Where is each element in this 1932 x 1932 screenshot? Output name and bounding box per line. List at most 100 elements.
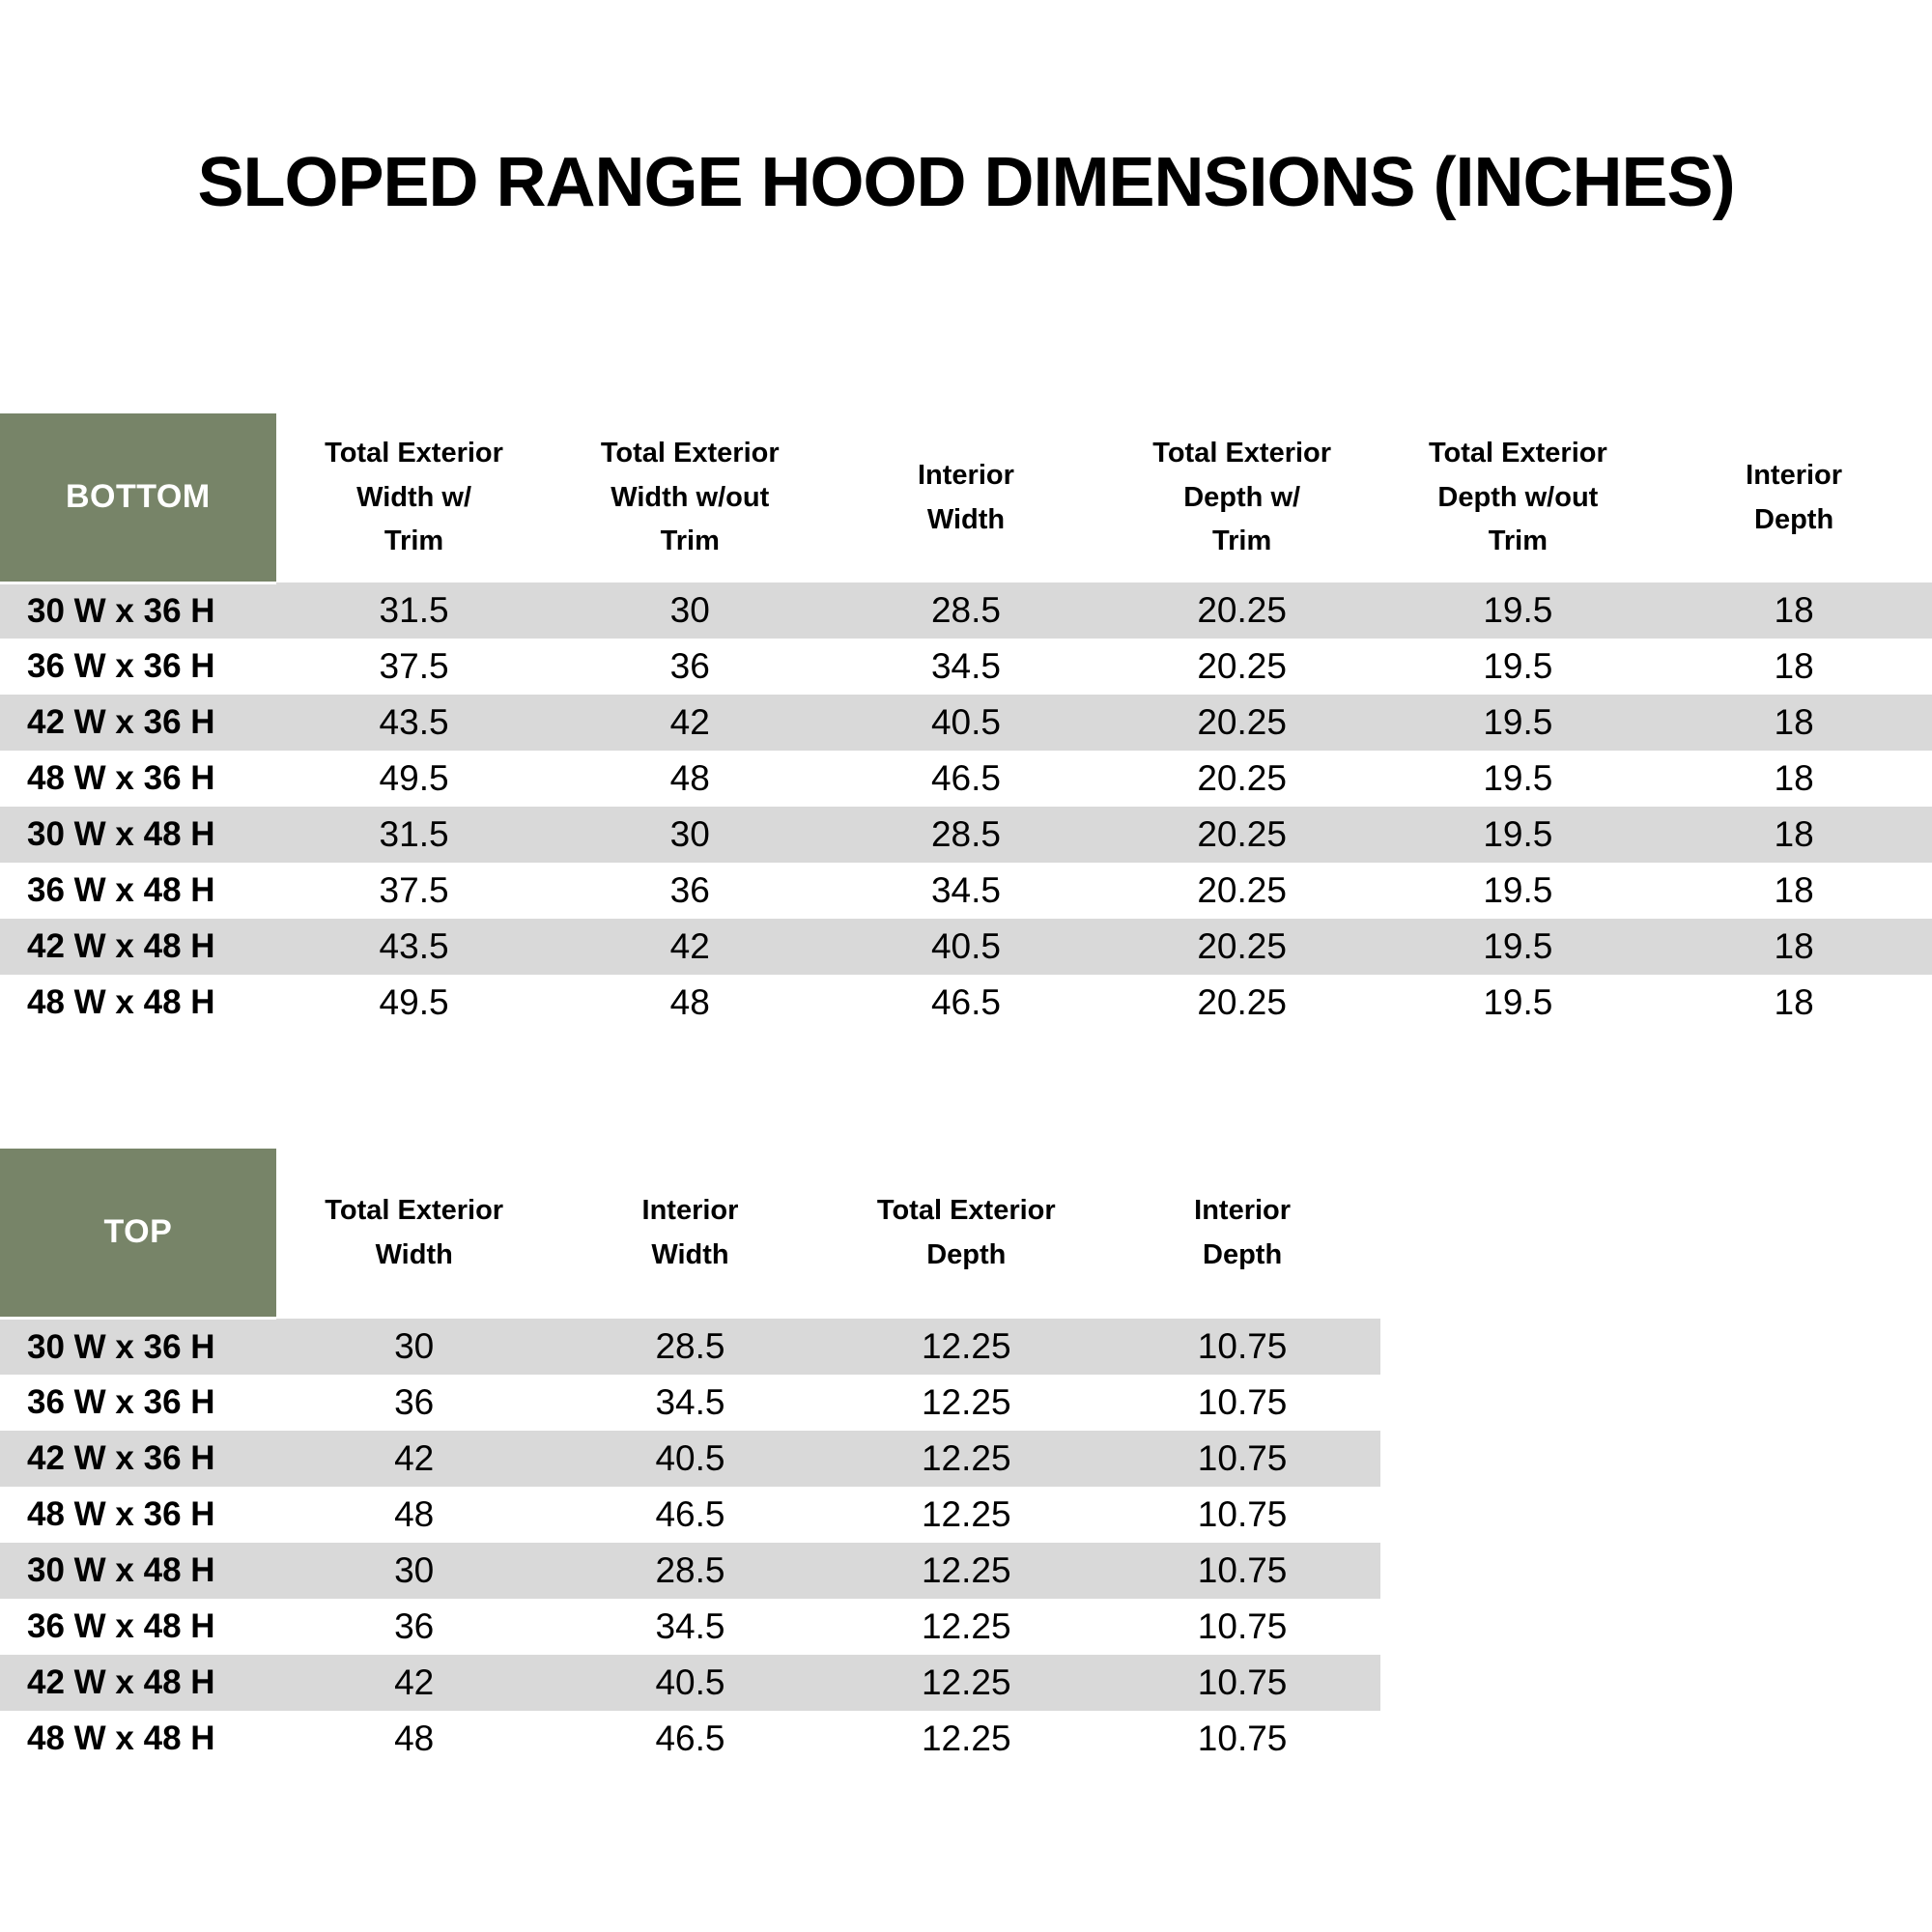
table-row: 42 W x 48 H 42 40.5 12.25 10.75 bbox=[0, 1654, 1380, 1711]
cell-value: 18 bbox=[1774, 926, 1814, 967]
row-label: 36 W x 36 H bbox=[27, 1382, 215, 1421]
table-row: 30 W x 36 H 31.5 30 28.5 20.25 19.5 18 bbox=[0, 582, 1932, 639]
cell-value: 12.25 bbox=[921, 1549, 1011, 1590]
cell-value: 40.5 bbox=[930, 702, 1001, 743]
cell-value: 48 bbox=[394, 1718, 435, 1758]
table-row: 30 W x 48 H 31.5 30 28.5 20.25 19.5 18 bbox=[0, 807, 1932, 864]
cell-value: 20.25 bbox=[1197, 926, 1287, 967]
cell-value: 43.5 bbox=[379, 926, 449, 967]
bottom-dimensions-section: BOTTOM Total Exterior Width w/ Trim Total … bbox=[0, 412, 1932, 1032]
table-row: 30 W x 48 H 30 28.5 12.25 10.75 bbox=[0, 1542, 1380, 1599]
cell-value: 28.5 bbox=[655, 1325, 725, 1366]
cell-value: 19.5 bbox=[1483, 646, 1553, 687]
cell-value: 20.25 bbox=[1197, 646, 1287, 687]
cell-value: 12.25 bbox=[921, 1325, 1011, 1366]
column-header: Interior Width bbox=[828, 412, 1104, 583]
cell-value: 37.5 bbox=[379, 646, 449, 687]
cell-value: 10.75 bbox=[1197, 1325, 1288, 1366]
row-label: 36 W x 48 H bbox=[27, 871, 215, 910]
cell-value: 18 bbox=[1774, 982, 1814, 1023]
cell-value: 36 bbox=[394, 1605, 435, 1646]
cell-value: 36 bbox=[394, 1381, 435, 1422]
cell-value: 20.25 bbox=[1197, 702, 1287, 743]
cell-value: 31.5 bbox=[379, 590, 449, 631]
cell-value: 48 bbox=[669, 758, 710, 799]
cell-value: 36 bbox=[669, 646, 710, 687]
cell-value: 19.5 bbox=[1483, 702, 1553, 743]
cell-value: 48 bbox=[669, 982, 710, 1023]
cell-value: 10.75 bbox=[1197, 1493, 1288, 1534]
cell-value: 34.5 bbox=[930, 646, 1001, 687]
cell-value: 40.5 bbox=[655, 1662, 725, 1702]
cell-value: 49.5 bbox=[379, 982, 449, 1023]
cell-value: 30 bbox=[394, 1325, 435, 1366]
column-header: Total Exterior Depth bbox=[828, 1149, 1105, 1319]
top-dimensions-table: TOP Total Exterior Width Interior Width Tot… bbox=[0, 1149, 1380, 1767]
cell-value: 10.75 bbox=[1197, 1605, 1288, 1646]
cell-value: 40.5 bbox=[655, 1437, 725, 1478]
column-header: Interior Width bbox=[552, 1149, 829, 1319]
table-row: 42 W x 48 H 43.5 42 40.5 20.25 19.5 18 bbox=[0, 919, 1932, 976]
cell-value: 12.25 bbox=[921, 1605, 1011, 1646]
column-header: Interior Depth bbox=[1104, 1149, 1380, 1319]
row-label: 42 W x 48 H bbox=[27, 1662, 215, 1701]
cell-value: 42 bbox=[669, 702, 710, 743]
cell-value: 42 bbox=[394, 1437, 435, 1478]
cell-value: 18 bbox=[1774, 590, 1814, 631]
cell-value: 19.5 bbox=[1483, 590, 1553, 631]
cell-value: 34.5 bbox=[930, 870, 1001, 911]
cell-value: 12.25 bbox=[921, 1493, 1011, 1534]
cell-value: 19.5 bbox=[1483, 758, 1553, 799]
column-header: Total Exterior Depth w/out Trim bbox=[1379, 412, 1657, 583]
cell-value: 42 bbox=[669, 926, 710, 967]
cell-value: 18 bbox=[1774, 870, 1814, 911]
cell-value: 12.25 bbox=[921, 1437, 1011, 1478]
cell-value: 28.5 bbox=[930, 814, 1001, 855]
table-row: 36 W x 48 H 36 34.5 12.25 10.75 bbox=[0, 1598, 1380, 1655]
table-row: 42 W x 36 H 43.5 42 40.5 20.25 19.5 18 bbox=[0, 695, 1932, 752]
row-label: 48 W x 48 H bbox=[27, 1719, 215, 1757]
cell-value: 28.5 bbox=[930, 590, 1001, 631]
cell-value: 12.25 bbox=[921, 1381, 1011, 1422]
row-label: 36 W x 36 H bbox=[27, 647, 215, 686]
column-header: Total Exterior Width w/out Trim bbox=[552, 412, 829, 583]
table-row: 48 W x 36 H 48 46.5 12.25 10.75 bbox=[0, 1486, 1380, 1543]
cell-value: 46.5 bbox=[930, 982, 1001, 1023]
cell-value: 18 bbox=[1774, 646, 1814, 687]
cell-value: 10.75 bbox=[1197, 1437, 1288, 1478]
row-label: 48 W x 36 H bbox=[27, 1494, 215, 1533]
table-row: 48 W x 48 H 49.5 48 46.5 20.25 19.5 18 bbox=[0, 975, 1932, 1032]
cell-value: 19.5 bbox=[1483, 982, 1553, 1023]
cell-value: 19.5 bbox=[1483, 926, 1553, 967]
top-dimensions-section: TOP Total Exterior Width Interior Width Tot… bbox=[0, 1149, 1932, 1767]
cell-value: 20.25 bbox=[1197, 982, 1287, 1023]
row-label: 36 W x 48 H bbox=[27, 1606, 215, 1645]
row-label: 48 W x 36 H bbox=[27, 759, 215, 798]
cell-value: 18 bbox=[1774, 814, 1814, 855]
cell-value: 31.5 bbox=[379, 814, 449, 855]
column-header: Total Exterior Width bbox=[275, 1149, 553, 1319]
table-row: 36 W x 36 H 37.5 36 34.5 20.25 19.5 18 bbox=[0, 639, 1932, 696]
cell-value: 20.25 bbox=[1197, 814, 1287, 855]
table-row: 36 W x 48 H 37.5 36 34.5 20.25 19.5 18 bbox=[0, 863, 1932, 920]
row-label: 42 W x 36 H bbox=[27, 1438, 215, 1477]
cell-value: 46.5 bbox=[655, 1718, 725, 1758]
cell-value: 18 bbox=[1774, 758, 1814, 799]
cell-value: 34.5 bbox=[655, 1605, 725, 1646]
cell-value: 19.5 bbox=[1483, 870, 1553, 911]
row-label: 42 W x 36 H bbox=[27, 703, 215, 742]
cell-value: 30 bbox=[669, 814, 710, 855]
row-label: 30 W x 48 H bbox=[27, 1550, 215, 1589]
row-label: 30 W x 48 H bbox=[27, 815, 215, 854]
cell-value: 30 bbox=[394, 1549, 435, 1590]
cell-value: 10.75 bbox=[1197, 1662, 1288, 1702]
table-row: 48 W x 36 H 49.5 48 46.5 20.25 19.5 18 bbox=[0, 751, 1932, 808]
row-label: 42 W x 48 H bbox=[27, 927, 215, 966]
table-row: 48 W x 48 H 48 46.5 12.25 10.75 bbox=[0, 1710, 1380, 1767]
top-corner-label: TOP bbox=[0, 1149, 276, 1321]
page-title: SLOPED RANGE HOOD DIMENSIONS (INCHES) bbox=[197, 144, 1735, 221]
cell-value: 19.5 bbox=[1483, 814, 1553, 855]
column-header: Total Exterior Width w/ Trim bbox=[275, 412, 553, 583]
cell-value: 18 bbox=[1774, 702, 1814, 743]
cell-value: 20.25 bbox=[1197, 870, 1287, 911]
